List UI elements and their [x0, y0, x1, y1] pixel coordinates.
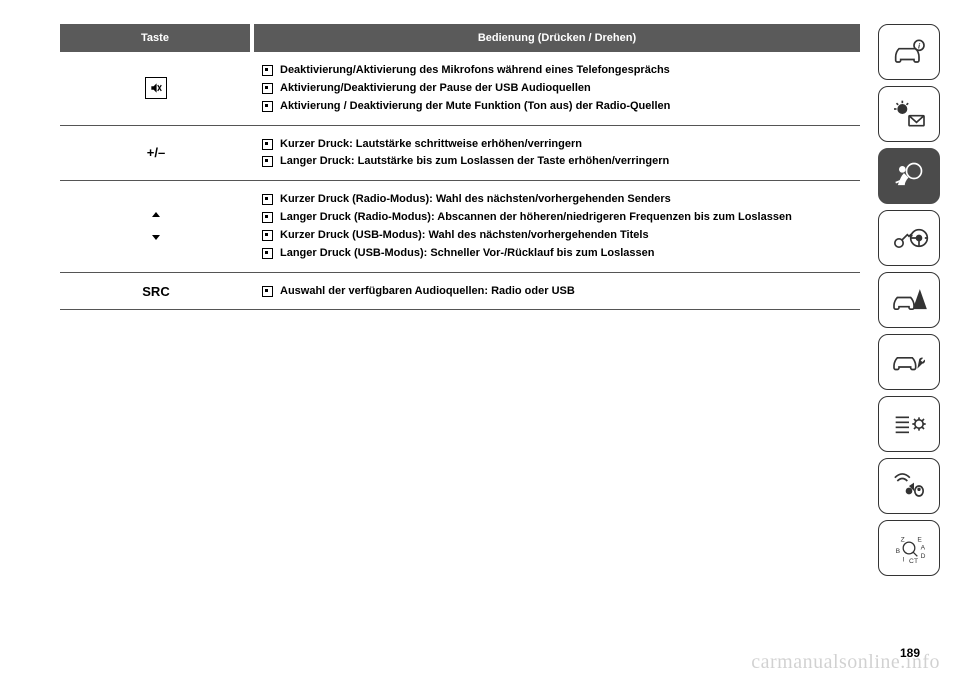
- table-row: Kurzer Druck (Radio-Modus): Wahl des näc…: [60, 181, 860, 272]
- col-taste-header: Taste: [60, 24, 252, 52]
- bedienung-cell: Auswahl der verfügbaren Audioquellen: Ra…: [252, 272, 860, 310]
- svg-text:I: I: [902, 556, 904, 563]
- bullet-item: Kurzer Druck (USB-Modus): Wahl des nächs…: [262, 228, 850, 243]
- bullet-item: Auswahl der verfügbaren Audioquellen: Ra…: [262, 284, 850, 299]
- airbag-tab[interactable]: [878, 148, 940, 204]
- taste-cell-arrows: [60, 181, 252, 272]
- vehicle-info-tab[interactable]: i: [878, 24, 940, 80]
- taste-cell-src: SRC: [60, 272, 252, 310]
- bedienung-cell: Kurzer Druck: Lautstärke schrittweise er…: [252, 125, 860, 181]
- col-bedienung-header: Bedienung (Drücken / Drehen): [252, 24, 860, 52]
- controls-table: Taste Bedienung (Drücken / Drehen) Deakt…: [60, 24, 860, 310]
- bullet-item: Deaktivierung/Aktivierung des Mikrofons …: [262, 63, 850, 78]
- watermark: carmanualsonline.info: [751, 651, 940, 674]
- svg-text:A: A: [921, 545, 926, 552]
- bullet-item: Langer Druck (Radio-Modus): Abscannen de…: [262, 210, 850, 225]
- service-tab[interactable]: [878, 334, 940, 390]
- key-steering-tab[interactable]: [878, 210, 940, 266]
- svg-text:T: T: [914, 558, 918, 565]
- svg-text:B: B: [896, 548, 901, 555]
- bullet-item: Aktivierung/Deaktivierung der Pause der …: [262, 81, 850, 96]
- lights-messages-tab[interactable]: [878, 86, 940, 142]
- bullet-item: Langer Druck: Lautstärke bis zum Loslass…: [262, 154, 850, 169]
- media-nav-tab[interactable]: [878, 458, 940, 514]
- table-row: +/– Kurzer Druck: Lautstärke schrittweis…: [60, 125, 860, 181]
- page-content: Taste Bedienung (Drücken / Drehen) Deakt…: [0, 0, 960, 334]
- index-tab[interactable]: Z E B A D I C T: [878, 520, 940, 576]
- taste-cell-volume: +/–: [60, 125, 252, 181]
- bullet-item: Langer Druck (USB-Modus): Schneller Vor-…: [262, 246, 850, 261]
- section-sidebar: i: [878, 24, 940, 576]
- table-body: Deaktivierung/Aktivierung des Mikrofons …: [60, 52, 860, 310]
- svg-text:D: D: [921, 553, 926, 560]
- mute-icon: [145, 77, 167, 99]
- svg-text:E: E: [917, 536, 922, 543]
- arrow-up-icon: [70, 206, 242, 226]
- bullet-item: Aktivierung / Deaktivierung der Mute Fun…: [262, 99, 850, 114]
- bedienung-cell: Deaktivierung/Aktivierung des Mikrofons …: [252, 52, 860, 125]
- bullet-item: Kurzer Druck (Radio-Modus): Wahl des näc…: [262, 192, 850, 207]
- settings-tab[interactable]: [878, 396, 940, 452]
- bullet-item: Kurzer Druck: Lautstärke schrittweise er…: [262, 137, 850, 152]
- svg-text:Z: Z: [901, 536, 905, 543]
- hazard-tab[interactable]: [878, 272, 940, 328]
- table-row: SRC Auswahl der verfügbaren Audioquellen…: [60, 272, 860, 310]
- table-row: Deaktivierung/Aktivierung des Mikrofons …: [60, 52, 860, 125]
- taste-cell-mute: [60, 52, 252, 125]
- bedienung-cell: Kurzer Druck (Radio-Modus): Wahl des näc…: [252, 181, 860, 272]
- arrow-down-icon: [70, 226, 242, 246]
